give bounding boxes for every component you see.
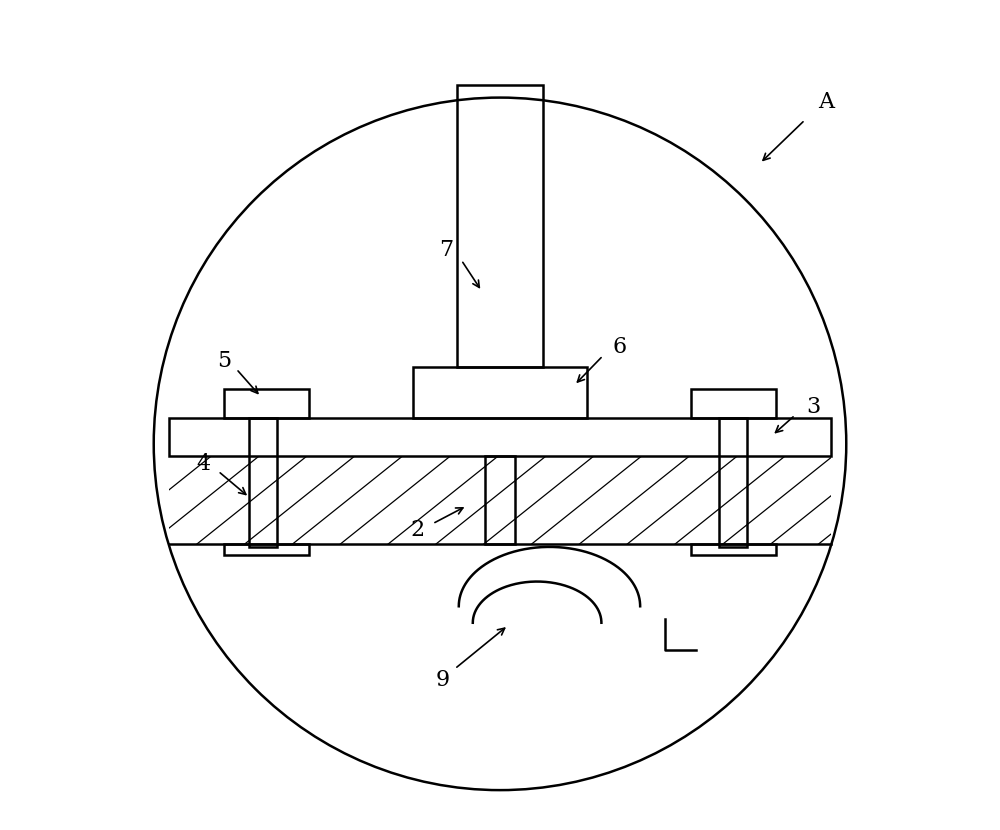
Text: 6: 6 (612, 336, 627, 359)
Bar (224, 388, 309, 418)
Bar (169, 418, 831, 456)
Bar (485, 457, 515, 544)
Bar (249, 418, 277, 547)
Bar (719, 418, 747, 547)
Bar (457, 85, 543, 367)
Text: 2: 2 (410, 520, 425, 541)
Text: 3: 3 (806, 396, 820, 417)
Bar (691, 388, 776, 418)
Bar (224, 544, 309, 555)
Bar (413, 367, 587, 418)
Text: 9: 9 (435, 670, 449, 691)
Text: 4: 4 (196, 453, 210, 476)
Bar (691, 544, 776, 555)
Text: 7: 7 (439, 239, 453, 261)
Text: 5: 5 (217, 350, 231, 373)
Text: A: A (818, 90, 834, 113)
